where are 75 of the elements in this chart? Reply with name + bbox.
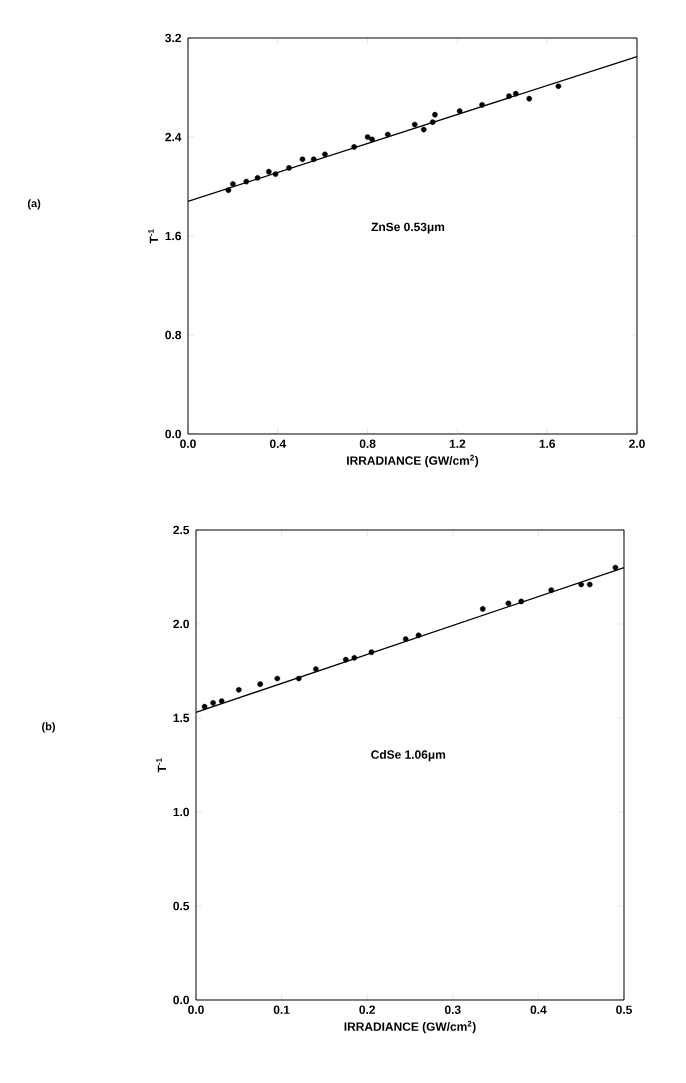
x-tick-label: 0.2 [359, 1005, 376, 1014]
x-axis-title: IRRADIANCE (GW/cm$^{2}$) [347, 454, 479, 468]
point [526, 95, 533, 102]
point [456, 108, 463, 114]
point [266, 168, 272, 175]
point [479, 102, 485, 108]
point [313, 666, 319, 672]
point [505, 600, 512, 607]
point [612, 564, 619, 571]
x-tick-label: 0.8 [359, 439, 376, 448]
point [210, 700, 216, 706]
point [201, 703, 208, 710]
point [415, 632, 422, 639]
point [257, 681, 263, 687]
point [429, 119, 436, 125]
y-tick-label: 2.0 [173, 619, 189, 629]
point [274, 675, 281, 682]
point [225, 187, 232, 193]
point [272, 171, 279, 177]
point [411, 121, 418, 128]
y-tick-label: 2.5 [173, 525, 190, 535]
point [243, 178, 250, 185]
y-tick-label: 1.6 [165, 231, 182, 241]
x-tick-label: 2.0 [629, 439, 645, 448]
x-tick-label: 0.4 [530, 1005, 547, 1014]
x-tick-label: 0.3 [444, 1005, 461, 1014]
x-tick-label: 0.4 [269, 439, 287, 448]
point [299, 156, 306, 163]
y-tick-label: 2.4 [165, 132, 182, 142]
point [368, 649, 375, 655]
x-tick-label: 0.0 [188, 1005, 204, 1014]
point [351, 655, 358, 661]
y-tick-label: 1.0 [173, 807, 189, 817]
y-tick-label: 1.5 [173, 713, 190, 723]
point [479, 606, 486, 612]
point [343, 656, 349, 663]
point [578, 581, 584, 588]
text: (a) [27, 199, 41, 210]
point [310, 156, 317, 163]
x-tick-label: 1.6 [539, 439, 556, 448]
point [230, 181, 236, 187]
annotation: ZnSe 0.53μm [371, 222, 445, 234]
point [420, 126, 427, 133]
y-axis-title: T$^{-1}$ [148, 229, 159, 244]
point [295, 675, 302, 682]
point [254, 175, 261, 181]
y-tick-label: 3.2 [165, 33, 181, 43]
point [364, 134, 371, 140]
annotation: CdSe 1.06μm [371, 750, 446, 762]
y-axis-title: T$^{-1}$ [156, 758, 167, 773]
point [512, 90, 519, 97]
point [286, 165, 292, 171]
point [586, 581, 593, 588]
x-tick-label: 1.2 [449, 439, 466, 448]
y-tick-label: 0.5 [173, 901, 190, 911]
point [548, 587, 555, 593]
y-tick-label: 0.8 [165, 330, 182, 340]
x-tick-label: 0.1 [273, 1005, 290, 1014]
point [385, 131, 391, 138]
point [351, 144, 357, 150]
y-tick-label: 0.0 [165, 429, 181, 439]
y-tick-label: 0.0 [173, 995, 189, 1005]
text: (b) [42, 722, 55, 733]
point [518, 598, 525, 605]
x-tick-label: 0.5 [616, 1005, 632, 1014]
point [369, 136, 375, 143]
point [236, 686, 242, 693]
point [218, 698, 225, 704]
point [432, 111, 438, 118]
point [322, 151, 328, 158]
point [402, 636, 409, 642]
x-axis-title: IRRADIANCE (GW/cm$^{2}$) [344, 1020, 476, 1034]
x-tick-label: 0.0 [180, 439, 196, 448]
point [555, 83, 562, 90]
point [506, 93, 512, 99]
